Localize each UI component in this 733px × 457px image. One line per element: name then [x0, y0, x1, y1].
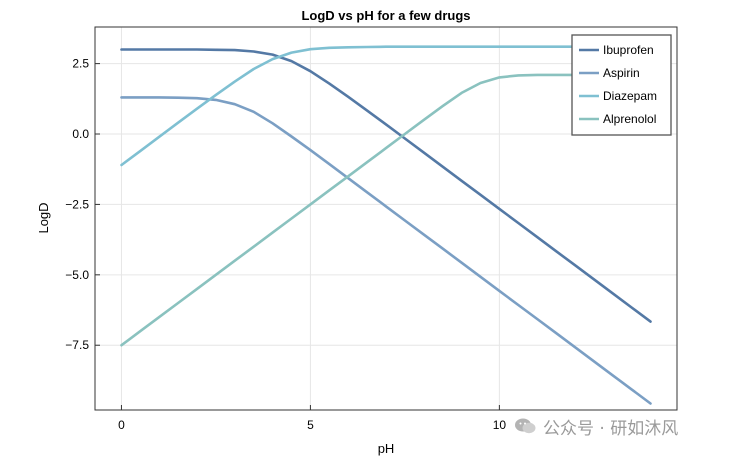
legend-label: Ibuprofen	[603, 43, 654, 57]
series-lines	[120, 45, 652, 405]
y-tick-label: −2.5	[65, 197, 89, 211]
series-line-diazepam	[120, 45, 652, 167]
legend-label: Diazepam	[603, 89, 657, 103]
y-tick-label: −7.5	[65, 338, 89, 352]
legend-label: Alprenolol	[603, 112, 656, 126]
x-tick-label: 5	[307, 418, 314, 432]
legend-label: Aspirin	[603, 66, 640, 80]
watermark-text: 公众号 · 研如沐风	[543, 418, 679, 439]
wechat-icon	[515, 418, 536, 434]
y-tick-label: −5.0	[65, 268, 89, 282]
series-line-ibuprofen	[120, 48, 652, 323]
y-tick-label: 2.5	[72, 57, 89, 71]
watermark: 公众号 · 研如沐风	[513, 414, 679, 439]
grid	[95, 27, 677, 410]
axes: 0 5 10 2.5 0.0 −2.5 −5.0 −7.5	[65, 57, 506, 432]
x-tick-label: 0	[118, 418, 125, 432]
series-line-alprenolol	[120, 73, 652, 347]
legend: Ibuprofen Aspirin Diazepam Alprenolol	[571, 34, 672, 136]
plot-frame	[94, 26, 678, 411]
x-axis-label: pH	[378, 441, 395, 456]
y-axis-label: LogD	[36, 202, 51, 233]
chart-title: LogD vs pH for a few drugs	[301, 8, 470, 23]
x-tick-label: 10	[493, 418, 507, 432]
y-tick-label: 0.0	[72, 127, 89, 141]
